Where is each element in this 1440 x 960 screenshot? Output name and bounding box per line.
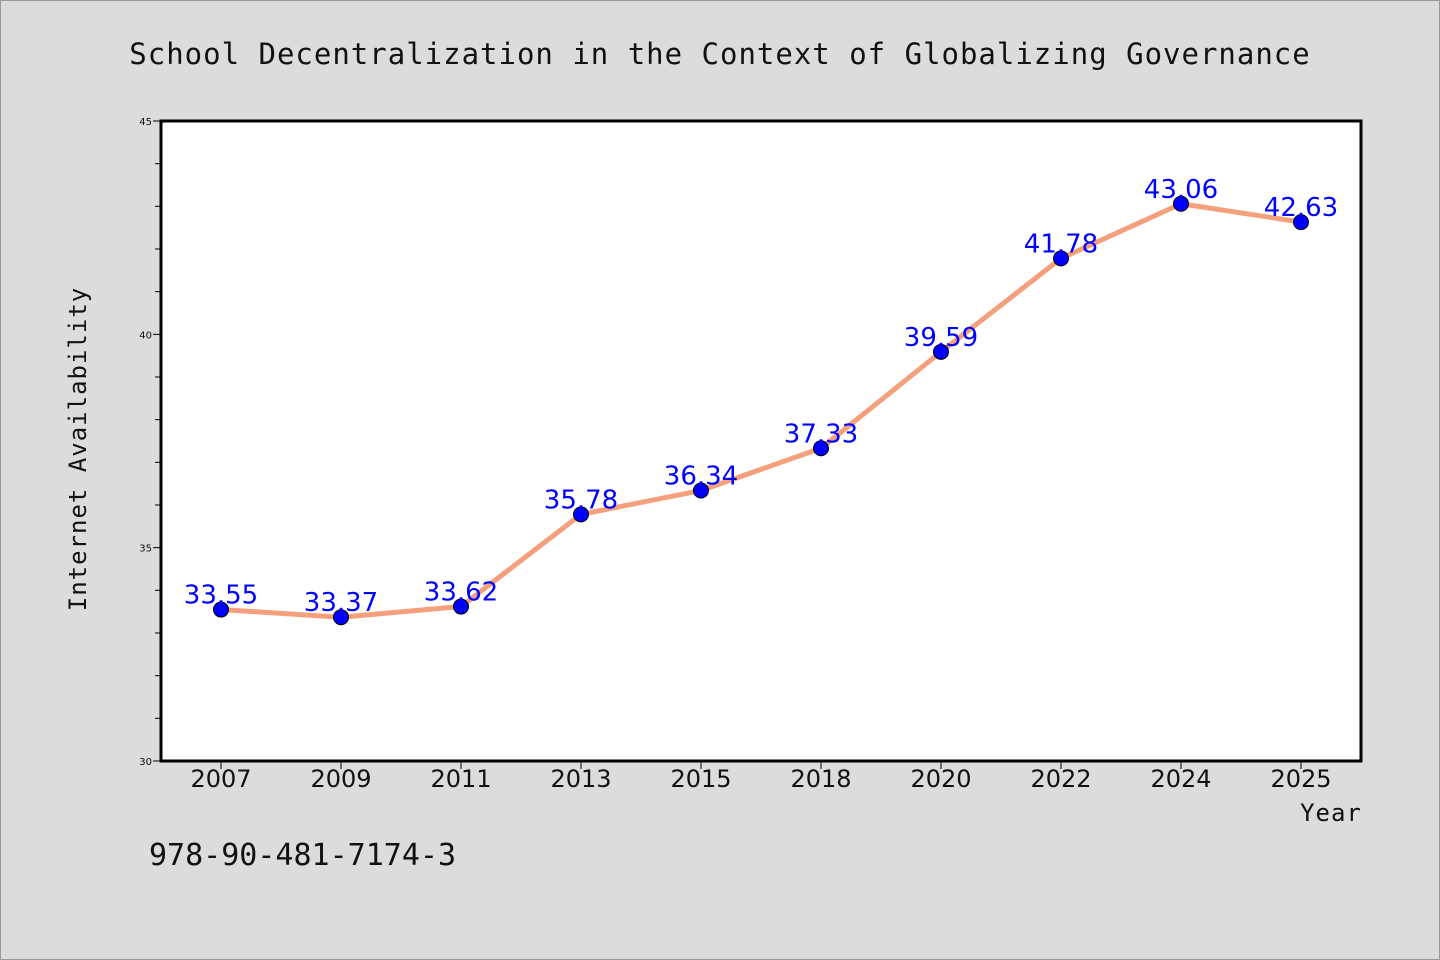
series-internet-availability: 33.55 33.37 33.62 35.78 36.34 37.33 39.59 41.78…: [184, 175, 1338, 626]
data-point: [573, 506, 589, 523]
data-label: 33.62: [424, 578, 498, 608]
data-label: 33.37: [304, 588, 378, 618]
x-tick-label: 2011: [430, 765, 491, 793]
x-tick-label: 2022: [1030, 765, 1091, 793]
data-label: 39.59: [904, 323, 978, 353]
data-label: 37.33: [784, 419, 858, 449]
x-axis: 2007 2009 2011 2013 2015 2018 2020 2022 2024 2025: [190, 761, 1332, 793]
x-tick-label: 2013: [550, 765, 611, 793]
y-tick-label: 30: [139, 757, 152, 768]
data-label: 33.55: [184, 581, 258, 611]
y-axis-label: Internet Availability: [64, 287, 92, 611]
x-tick-label: 2024: [1150, 765, 1211, 793]
x-axis-label: Year: [1300, 799, 1362, 827]
data-point: [813, 440, 829, 457]
x-tick-label: 2009: [310, 765, 371, 793]
plot-area: [159, 119, 1363, 763]
data-label: 42.63: [1264, 193, 1338, 223]
data-point: [213, 601, 229, 618]
y-tick-label: 40: [139, 330, 152, 341]
data-label: 43.06: [1144, 175, 1218, 205]
data-point: [453, 598, 469, 615]
y-tick-label: 45: [139, 117, 152, 128]
x-tick-label: 2018: [790, 765, 851, 793]
data-point: [693, 482, 709, 499]
data-point: [333, 609, 349, 626]
data-point: [1293, 214, 1309, 231]
x-tick-label: 2020: [910, 765, 971, 793]
y-tick-label: 35: [139, 544, 152, 555]
data-point: [1053, 250, 1069, 267]
data-label: 36.34: [664, 461, 738, 491]
data-label: 35.78: [544, 485, 618, 515]
x-tick-label: 2015: [670, 765, 731, 793]
chart-title: School Decentralization in the Context o…: [129, 37, 1310, 71]
x-tick-label: 2007: [190, 765, 251, 793]
x-tick-label: 2025: [1270, 765, 1331, 793]
series-line: [218, 201, 1304, 620]
y-axis: 30 35 40 45: [139, 117, 161, 768]
data-point: [1173, 195, 1189, 212]
data-point: [933, 343, 949, 360]
isbn-code: 978-90-481-7174-3: [149, 838, 456, 873]
data-label: 41.78: [1024, 229, 1098, 259]
